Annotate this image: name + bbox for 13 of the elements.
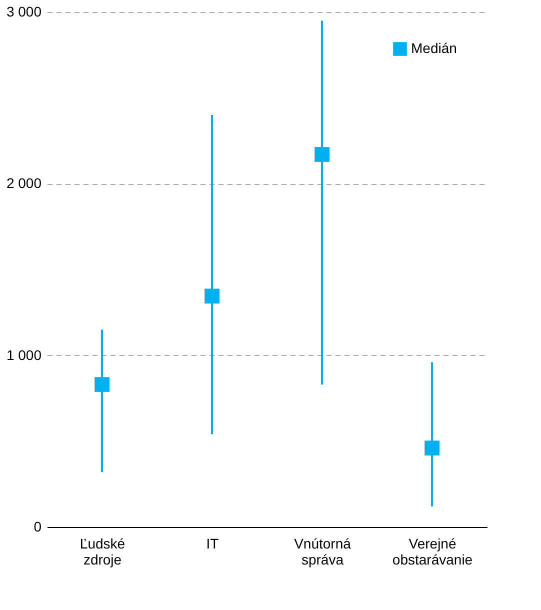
y-tick-label: 1 000: [6, 346, 42, 363]
y-tick-label: 2 000: [6, 175, 42, 192]
point: [424, 440, 440, 456]
y-tick-label: 3 000: [6, 4, 42, 20]
legend-label: Medián: [411, 40, 457, 56]
x-tick-label: Ľudské zdroje: [80, 536, 126, 568]
y-tick-label: 0: [34, 518, 42, 534]
x-tick-label: IT: [206, 536, 220, 552]
point: [204, 288, 220, 304]
x-tick-label: Verejné obstarávanie: [392, 536, 473, 568]
x-tick-label: Vnútorná správa: [294, 536, 352, 568]
point: [94, 377, 110, 392]
point: [314, 147, 330, 162]
